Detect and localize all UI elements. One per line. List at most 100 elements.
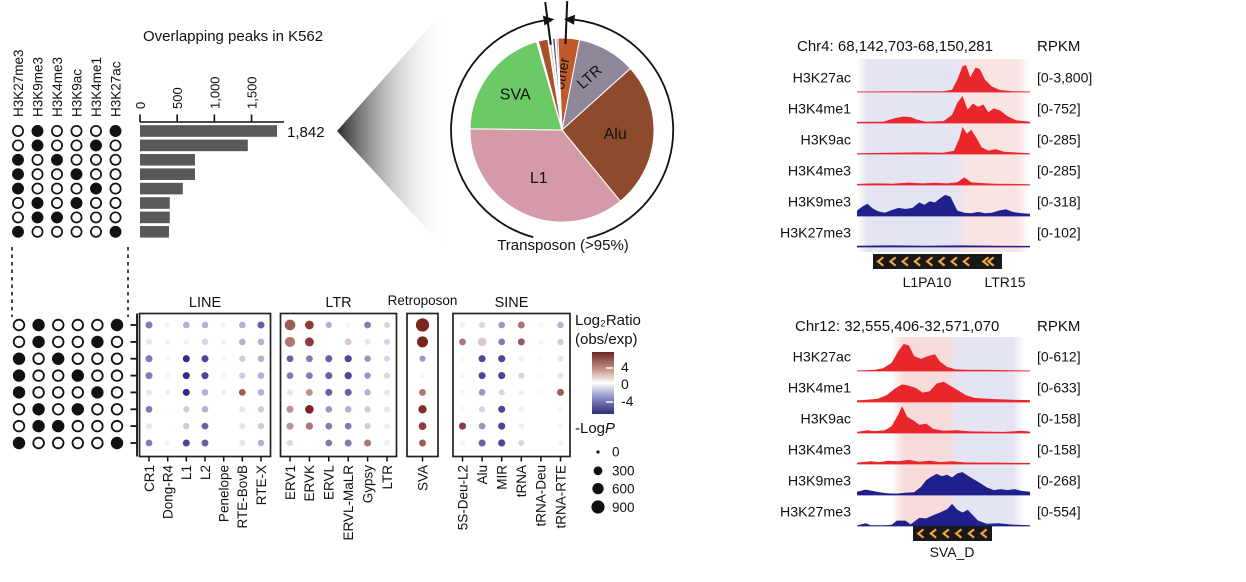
track-range: [0-102] xyxy=(1037,225,1081,241)
panel-box xyxy=(452,312,571,458)
legend-size-title: -LogP xyxy=(575,420,615,437)
annotation-label: L1PA10 xyxy=(903,274,952,290)
bubble xyxy=(364,321,371,329)
bubble xyxy=(286,439,294,447)
histone-mark-label: H3K4me3 xyxy=(50,57,65,117)
bubble xyxy=(459,440,466,446)
matrix-dot xyxy=(12,225,24,238)
bubble xyxy=(201,389,209,396)
bubble xyxy=(284,319,296,331)
track-signal xyxy=(857,65,1030,92)
bubble xyxy=(518,372,525,379)
track-name: H3K27ac xyxy=(793,350,851,366)
matrix-dot xyxy=(52,352,65,365)
matrix-dot xyxy=(31,125,44,137)
bubble xyxy=(344,422,352,430)
bubble xyxy=(221,423,227,429)
matrix-dot xyxy=(32,386,45,399)
track-range: [0-612] xyxy=(1037,349,1081,365)
bubble xyxy=(182,439,190,447)
bubble xyxy=(459,389,466,396)
matrix-dot xyxy=(12,182,24,195)
matrix-dot xyxy=(52,335,65,349)
funnel-shape xyxy=(337,6,448,252)
bubble xyxy=(165,406,171,412)
matrix-dot xyxy=(12,153,24,166)
bubble xyxy=(498,355,506,363)
matrix-dot xyxy=(70,197,83,209)
panel1-unit: RPKM xyxy=(1037,38,1080,55)
matrix-dot xyxy=(109,139,122,152)
bubble xyxy=(419,439,426,447)
bubble xyxy=(201,338,209,346)
category-label: L2 xyxy=(198,465,213,480)
track-signal xyxy=(857,96,1030,123)
bubble xyxy=(418,405,427,414)
chevron-left-icon xyxy=(900,256,909,267)
funnel-wedge xyxy=(337,6,448,252)
upset-title: Overlapping peaks in K562 xyxy=(143,28,323,45)
bubble xyxy=(384,406,390,413)
bubble xyxy=(345,322,352,328)
bubble xyxy=(164,322,171,328)
category-label: CR1 xyxy=(142,465,157,492)
annotation-label: LTR15 xyxy=(985,274,1026,290)
bubble xyxy=(417,336,428,348)
group-title-ltr: LTR xyxy=(325,295,351,311)
panel2-title: Chr12: 32,555,406-32,571,070 xyxy=(795,318,999,335)
bubble xyxy=(304,337,314,347)
track-signal xyxy=(857,381,1030,402)
matrix-dot xyxy=(109,125,122,137)
matrix-dot xyxy=(32,436,45,450)
bubble xyxy=(538,322,544,328)
track-name: H3K9ac xyxy=(801,133,851,149)
bubble xyxy=(325,321,332,329)
bubble xyxy=(221,406,227,412)
matrix-dot xyxy=(71,335,85,349)
bubble xyxy=(557,355,564,362)
track-name: H3K27ac xyxy=(793,71,851,87)
bar xyxy=(140,139,248,152)
bubble xyxy=(146,338,152,345)
bubble xyxy=(239,355,246,362)
pie-slice xyxy=(555,37,563,131)
matrix-dot xyxy=(91,335,104,349)
matrix-dot xyxy=(51,225,63,238)
highlight-band xyxy=(857,59,1030,252)
track-range: [0-285] xyxy=(1037,163,1081,179)
bubble xyxy=(305,422,314,430)
bubble xyxy=(257,439,265,447)
legend-color-subtitle: (obs/exp) xyxy=(575,331,638,348)
category-label: RTE-BovB xyxy=(235,465,250,529)
axis-tick-label: 1,000 xyxy=(207,76,222,109)
pie-slice xyxy=(469,128,622,223)
bubble xyxy=(364,389,371,396)
bubble xyxy=(557,321,564,329)
bar xyxy=(140,197,170,209)
chevron-left-icon xyxy=(954,528,963,539)
matrix-dot xyxy=(70,125,83,137)
matrix-dot xyxy=(110,403,124,416)
annotation-bar xyxy=(873,254,1002,269)
histone-mark-label: H3K27me3 xyxy=(11,49,26,117)
bubble xyxy=(239,372,246,379)
matrix-dot xyxy=(91,403,104,416)
bubble xyxy=(183,422,190,430)
legend: Log₂Ratio (obs/exp) 4 0 -4 -LogP 0 300 6… xyxy=(575,312,641,515)
matrix-dot xyxy=(110,436,124,450)
matrix-dot xyxy=(90,125,102,137)
panel2-unit: RPKM xyxy=(1037,318,1080,335)
bubble xyxy=(325,406,333,413)
bubble xyxy=(239,423,246,430)
bubble xyxy=(257,321,265,329)
bubble xyxy=(517,321,525,329)
bubble xyxy=(557,423,564,430)
matrix-dot xyxy=(109,197,122,209)
bubble xyxy=(221,440,227,446)
matrix-dot xyxy=(71,369,85,382)
bubble xyxy=(478,389,486,396)
size-legend-dot xyxy=(592,482,604,495)
histone-mark-label: H3K4me1 xyxy=(89,57,104,117)
matrix-dot xyxy=(70,139,83,152)
